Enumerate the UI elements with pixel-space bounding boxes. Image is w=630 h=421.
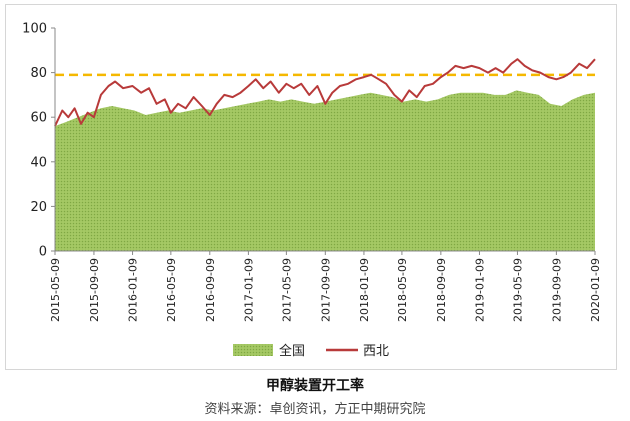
y-tick-label: 60 bbox=[30, 111, 47, 126]
x-tick-label: 2018-01-09 bbox=[358, 258, 371, 322]
y-tick-label: 0 bbox=[39, 245, 47, 260]
x-tick-label: 2015-05-09 bbox=[49, 258, 62, 322]
y-tick-label: 100 bbox=[22, 22, 47, 37]
legend-label-national: 全国 bbox=[279, 343, 305, 359]
x-tick-label: 2019-01-09 bbox=[473, 258, 486, 322]
x-tick-label: 2019-09-09 bbox=[550, 258, 563, 322]
chart-caption: 甲醇装置开工率 bbox=[266, 378, 364, 394]
source-note: 资料来源：卓创资讯，方正中期研究院 bbox=[204, 402, 426, 417]
x-tick-label: 2019-05-09 bbox=[511, 258, 524, 322]
legend-label-northwest: 西北 bbox=[363, 344, 389, 359]
x-tick-label: 2016-01-09 bbox=[127, 258, 140, 322]
x-tick-label: 2020-01-09 bbox=[589, 258, 602, 322]
x-tick-label: 2017-09-09 bbox=[319, 258, 332, 322]
x-tick-label: 2015-09-09 bbox=[88, 258, 101, 322]
x-tick-label: 2016-09-09 bbox=[204, 258, 217, 322]
x-tick-label: 2016-05-09 bbox=[165, 258, 178, 322]
x-tick-label: 2017-01-09 bbox=[242, 258, 255, 322]
legend-swatch-national bbox=[233, 344, 273, 356]
x-tick-label: 2018-09-09 bbox=[435, 258, 448, 322]
y-tick-label: 20 bbox=[30, 200, 47, 215]
series-area-national bbox=[55, 90, 595, 252]
y-tick-label: 80 bbox=[30, 66, 47, 81]
x-tick-label: 2017-05-09 bbox=[280, 258, 293, 322]
x-tick-label: 2018-05-09 bbox=[396, 258, 409, 322]
series-line-northwest bbox=[54, 58, 596, 127]
y-tick-label: 40 bbox=[30, 155, 47, 170]
